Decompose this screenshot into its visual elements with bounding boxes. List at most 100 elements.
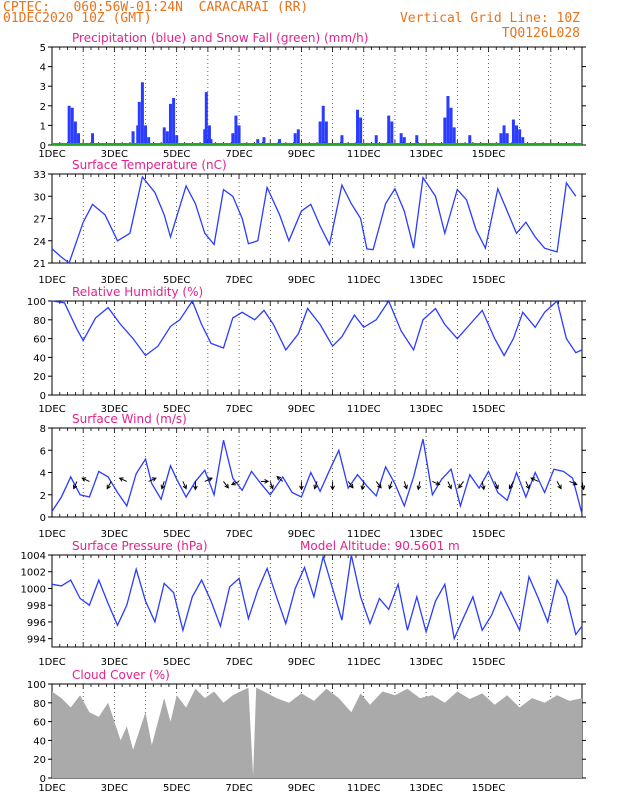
x-tick-label: 3DEC [101,149,128,160]
wind-arrow-shaft [82,477,90,482]
precip-bar [443,117,447,145]
x-tick-label: 9DEC [288,149,315,160]
wind-arrow [269,481,274,490]
wind-arrow-head [349,483,354,489]
precip-bar [137,101,141,145]
wind-arrow-head [330,485,335,491]
plot-frame [51,427,583,518]
panel-3: 0 2 4 6 8 1DEC 3DEC 5DEC 7DEC 9DEC 11DEC 13DEC 15DEC… [38,412,586,540]
precip-bar [91,133,95,145]
wind-arrow-shaft [432,480,440,486]
wind-arrow-shaft [269,481,274,489]
x-tick-label: 7DEC [225,149,252,160]
x-tick-label: 11DEC [347,657,381,668]
y-tick-label: 60 [33,718,46,729]
wind-arrow [330,481,335,491]
y-tick-label: 20 [33,755,46,766]
plot-frame [51,46,583,146]
y-tick-label: 2 [40,102,46,113]
wind-arrow [360,481,366,491]
y-tick-label: 0 [40,391,46,402]
x-tick-label: 9DEC [288,404,315,415]
precip-bar [67,105,71,145]
wind-arrow-head [360,485,366,491]
x-tick-label: 15DEC [472,529,506,540]
wind-arrow-head [435,481,441,486]
series-line [51,438,583,514]
precip-bar [175,135,179,145]
panel-title: Surface Wind (m/s) [72,412,187,426]
wind-arrow-shaft [314,481,318,489]
wind-arrow-shaft [388,481,393,489]
panel-2: 0 20 40 60 80 100 1DEC 3DEC 5DEC 7DEC 9DEC 11DEC 13D… [27,285,586,415]
wind-arrow-head [182,484,187,490]
precip-bar [449,107,453,145]
header-grid-line: Vertical Grid Line: 10Z [399,11,580,26]
panel-5: 0 20 40 60 80 100 1DEC 3DEC 5DEC 7DEC 9DEC 11DEC 13D… [27,668,586,794]
y-tick-label: 1002 [21,568,46,579]
wind-arrow [494,481,499,490]
precip-bar [296,129,300,145]
x-tick-label: 3DEC [101,404,128,415]
wind-arrow [276,475,284,482]
x-tick-label: 1DEC [38,529,65,540]
wind-arrow-shaft [223,481,229,489]
panel-title: Cloud Cover (%) [72,668,170,682]
precip-bar [172,97,176,145]
precip-bar [502,125,506,145]
x-tick-label: 13DEC [409,657,443,668]
wind-arrow-head [377,483,382,489]
wind-arrow [530,477,539,482]
wind-arrow-head [230,481,236,486]
wind-arrow-head [458,483,463,489]
wind-arrow [375,481,382,489]
y-tick-label: 2 [40,491,46,502]
wind-arrow-shaft [581,481,585,490]
y-tick-label: 30 [33,192,46,203]
x-tick-label: 13DEC [409,275,443,286]
y-tick-label: 0 [40,141,46,152]
y-tick-label: 100 [27,680,46,691]
x-tick-label: 5DEC [163,783,190,794]
precip-bar [204,92,208,145]
y-tick-label: 60 [33,335,46,346]
y-tick-label: 998 [27,601,46,612]
wind-arrow-shaft [481,481,485,490]
precip-bar [415,135,419,145]
precip-bar [468,135,472,145]
x-tick-label: 5DEC [163,404,190,415]
x-tick-label: 13DEC [409,149,443,160]
wind-arrow-head [388,484,393,490]
x-tick-label: 11DEC [347,149,381,160]
x-tick-label: 7DEC [225,529,252,540]
y-tick-label: 100 [27,297,46,308]
x-tick-label: 5DEC [163,529,190,540]
precip-bar [209,139,213,145]
wind-arrow-shaft [204,477,213,482]
x-tick-label: 9DEC [288,529,315,540]
wind-arrow [458,481,464,489]
y-tick-label: 8 [40,424,46,435]
wind-arrow [416,481,422,491]
wind-arrow-head [403,484,408,490]
y-tick-label: 40 [33,736,46,747]
x-tick-label: 11DEC [347,783,381,794]
wind-arrow-shaft [276,476,284,482]
precip-bar [77,133,80,145]
precip-bar [168,103,172,145]
wind-arrow [81,477,90,482]
precip-bar [140,82,144,145]
wind-arrow-head [207,477,213,482]
wind-arrow-head [72,484,78,490]
series-line [51,175,577,265]
x-tick-label: 5DEC [163,149,190,160]
wind-arrow-shaft [347,481,354,489]
x-tick-label: 7DEC [225,404,252,415]
x-tick-label: 1DEC [38,275,65,286]
wind-arrow [193,481,198,491]
wind-arrow-head [416,485,422,491]
y-tick-label: 1000 [21,584,46,595]
wind-arrow-head [447,484,452,490]
precip-bar [402,137,406,145]
